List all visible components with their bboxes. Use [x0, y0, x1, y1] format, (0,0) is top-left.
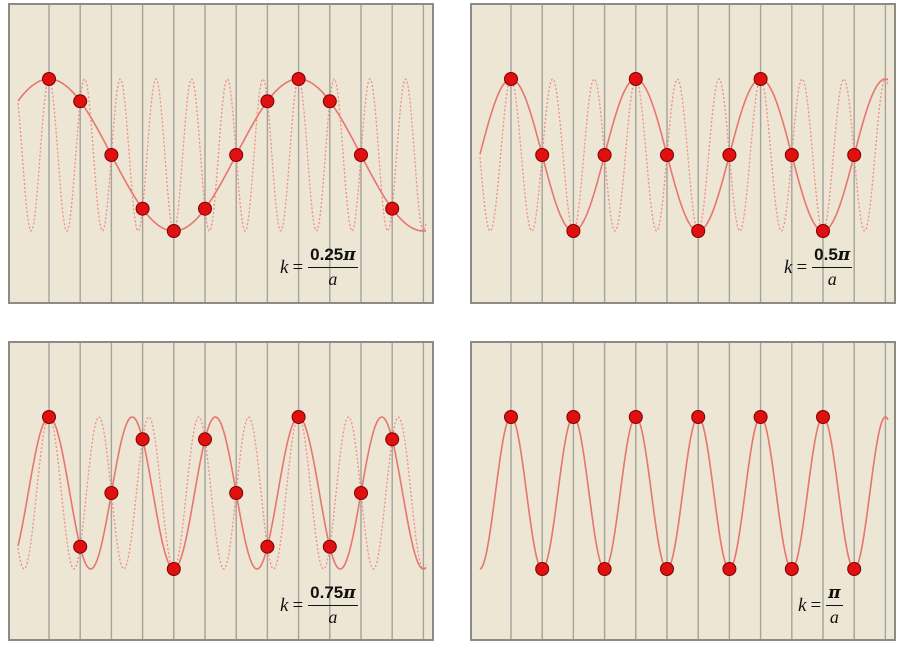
atom — [229, 148, 244, 162]
atom — [753, 410, 768, 424]
k-coefficient: 0.5 — [814, 245, 838, 264]
k-variable: k — [784, 256, 793, 278]
k-fraction: 0.75π a — [308, 583, 358, 628]
atom — [722, 562, 737, 576]
atom — [722, 148, 737, 162]
atom — [104, 486, 119, 500]
atom — [354, 486, 368, 500]
atom — [535, 562, 550, 576]
atom — [847, 148, 862, 162]
wave-solid — [479, 416, 889, 570]
atom — [135, 432, 150, 447]
atom — [322, 539, 337, 554]
atom — [691, 410, 706, 424]
atom — [535, 148, 550, 162]
wave-solid — [17, 416, 427, 570]
k-coefficient: 0.75 — [310, 583, 344, 602]
atom — [628, 410, 643, 424]
k-fraction: 0.25π a — [308, 245, 358, 290]
atom — [566, 224, 581, 238]
atom — [291, 410, 306, 424]
k-coefficient: 0.25 — [310, 245, 344, 264]
atom — [354, 148, 368, 162]
panel-k-0.25: k = 0.25π a — [8, 3, 434, 304]
atom — [660, 148, 674, 162]
atom — [42, 72, 56, 86]
panel-k-1: k = π a — [470, 341, 896, 641]
atom — [691, 224, 706, 238]
atom — [42, 410, 56, 424]
wave-dotted — [17, 77, 427, 233]
atom — [504, 72, 518, 86]
k-numerator: π — [826, 583, 843, 606]
atom — [385, 432, 400, 447]
equals-sign: = — [292, 256, 304, 278]
atom — [198, 201, 212, 216]
k-variable: k — [798, 594, 807, 616]
pi-symbol: π — [828, 583, 841, 603]
k-label: k = 0.75π a — [280, 583, 358, 628]
wave-plot-k-1 — [479, 343, 889, 639]
atom — [198, 432, 212, 447]
k-numerator: 0.5π — [812, 245, 853, 268]
wave-plot-k-0.5 — [479, 5, 889, 302]
atom — [628, 72, 643, 86]
atom — [816, 224, 830, 238]
atom — [229, 486, 244, 500]
pi-symbol: π — [343, 583, 356, 603]
atom — [566, 410, 581, 424]
pi-symbol: π — [343, 245, 356, 265]
wave-dotted — [479, 78, 889, 232]
atom — [784, 148, 799, 162]
atom — [260, 94, 275, 109]
wave-dotted — [479, 416, 889, 570]
atom — [104, 148, 119, 162]
atom — [260, 539, 275, 554]
atom — [753, 72, 768, 86]
atom — [660, 562, 674, 576]
atom — [73, 94, 88, 109]
atom — [73, 539, 88, 554]
equals-sign: = — [796, 256, 808, 278]
atom — [322, 94, 337, 109]
wave-plot-k-0.75 — [17, 343, 427, 639]
panel-k-0.5: k = 0.5π a — [470, 3, 896, 304]
k-variable: k — [280, 256, 289, 278]
atom — [166, 562, 181, 576]
k-numerator: 0.25π — [308, 245, 358, 268]
atom — [597, 148, 612, 162]
atom — [816, 410, 830, 424]
k-denominator: a — [827, 269, 837, 289]
k-label: k = 0.5π a — [784, 245, 853, 290]
atom — [291, 72, 306, 86]
atom — [784, 562, 799, 576]
atom — [847, 562, 862, 576]
k-denominator: a — [328, 269, 338, 289]
k-fraction: 0.5π a — [812, 245, 853, 290]
k-label: k = π a — [798, 583, 843, 628]
pi-symbol: π — [837, 245, 851, 265]
k-numerator: 0.75π — [308, 583, 358, 606]
k-variable: k — [280, 594, 289, 616]
equals-sign: = — [292, 594, 304, 616]
atom — [135, 201, 150, 216]
wave-plot-k-0.25 — [17, 5, 427, 302]
k-denominator: a — [328, 607, 338, 627]
atom — [166, 224, 181, 238]
atom — [385, 201, 400, 216]
k-fraction: π a — [826, 583, 843, 628]
atom — [597, 562, 612, 576]
atom — [504, 410, 518, 424]
k-denominator: a — [829, 607, 839, 627]
equals-sign: = — [810, 594, 822, 616]
k-label: k = 0.25π a — [280, 245, 358, 290]
panel-k-0.75: k = 0.75π a — [8, 341, 434, 641]
